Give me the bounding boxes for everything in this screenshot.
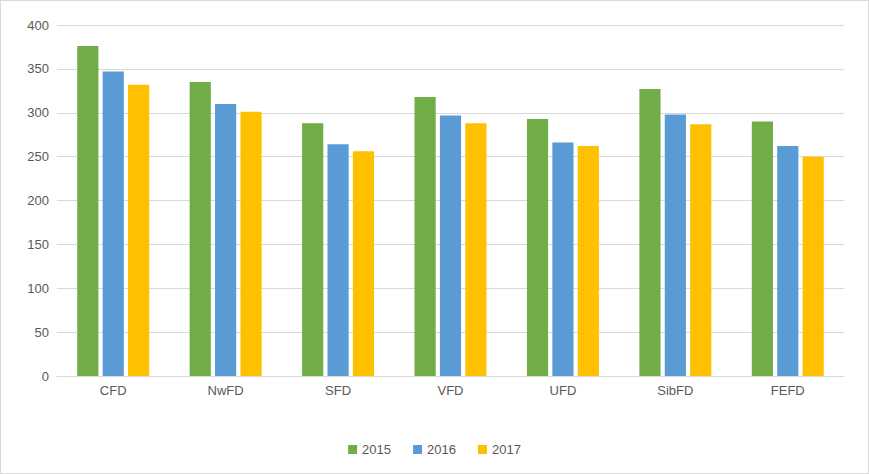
svg-text:2016: 2016 (427, 442, 456, 457)
svg-text:400: 400 (27, 18, 49, 33)
svg-text:350: 350 (27, 61, 49, 76)
svg-text:200: 200 (27, 193, 49, 208)
svg-text:FEFD: FEFD (771, 383, 805, 398)
svg-text:CFD: CFD (100, 383, 127, 398)
svg-text:SibFD: SibFD (657, 383, 693, 398)
svg-text:2017: 2017 (492, 442, 521, 457)
svg-text:SFD: SFD (325, 383, 351, 398)
svg-text:NwFD: NwFD (208, 383, 244, 398)
svg-text:2015: 2015 (362, 442, 391, 457)
svg-text:250: 250 (27, 149, 49, 164)
svg-text:150: 150 (27, 237, 49, 252)
svg-text:50: 50 (35, 325, 49, 340)
svg-text:UFD: UFD (550, 383, 577, 398)
svg-text:VFD: VFD (438, 383, 464, 398)
svg-text:300: 300 (27, 105, 49, 120)
svg-text:100: 100 (27, 281, 49, 296)
svg-text:0: 0 (42, 369, 49, 384)
